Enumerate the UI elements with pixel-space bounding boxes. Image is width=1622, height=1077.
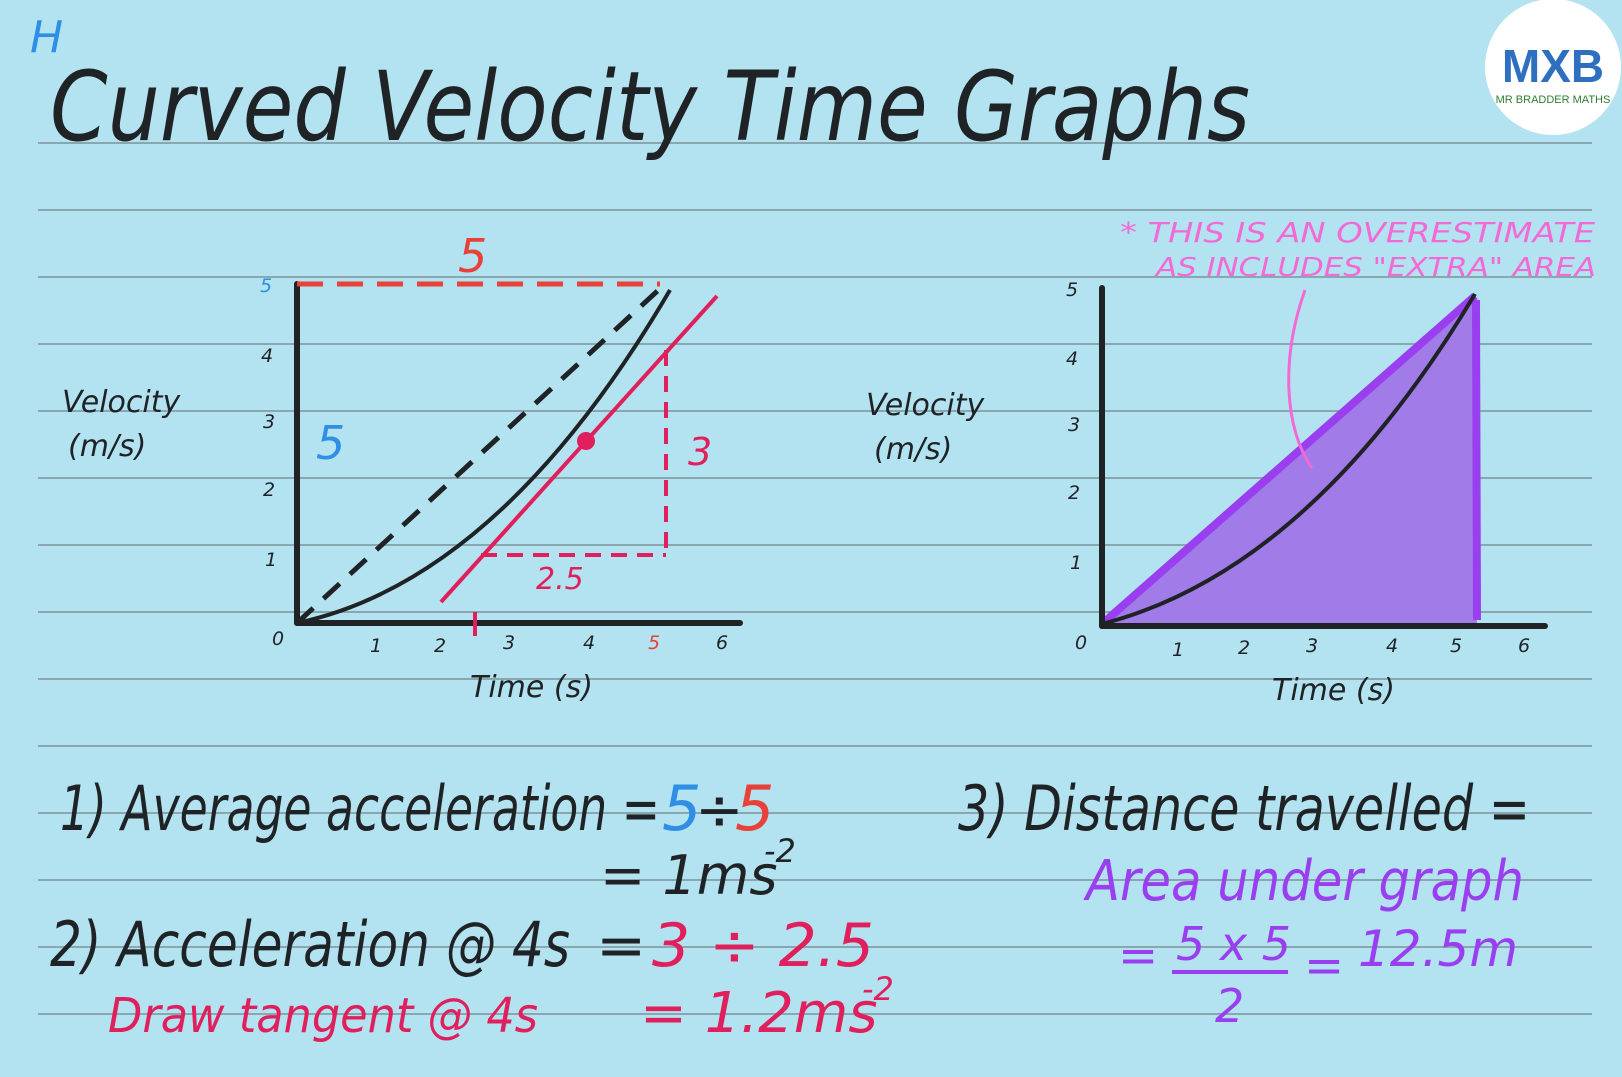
x-tick-1: 1 [1172,639,1184,661]
y-axis-label-line2: (m/s) [68,429,146,464]
x-tick-6: 6 [1518,635,1530,657]
x-axis-label: Time (s) [470,670,593,705]
avg-acceleration-label: 1) Average acceleration = [60,772,660,845]
tangent-point [577,432,595,450]
x-tick-4: 4 [583,632,595,654]
note-arrow [1287,289,1314,469]
x-tick-3: 3 [503,632,515,654]
distance-area-text: Area under graph [1083,849,1524,914]
triangle-side [1472,299,1481,621]
tangent-line [439,294,719,604]
y-tick-4: 4 [1066,348,1078,370]
level-tag: H [30,12,63,63]
avg-denominator: 5 [735,772,774,845]
avg-result-exponent: -2 [764,832,796,870]
avg-divide: ÷ [695,776,744,844]
logo-mark: MXB [1502,40,1604,92]
x-tick-1: 1 [370,635,382,657]
y-tick-5: 5 [260,275,272,297]
y-tick-1: 1 [1070,552,1082,574]
y-axis-label-line1: Velocity [866,388,986,423]
y-tick-2: 2 [1068,482,1080,504]
page-title: Curved Velocity Time Graphs [50,51,1250,163]
distance-fraction-denominator: 2 [1215,979,1244,1033]
x-tick-2: 2 [434,635,446,657]
working: 1) Average acceleration = 5 ÷ 5 = 1ms -2… [50,772,1530,1046]
velocity-curve [296,288,672,625]
acceleration-result: = 1.2ms [640,981,878,1046]
y-tick-2: 2 [263,479,275,501]
triangle-hypotenuse [1099,292,1478,628]
avg-numerator: 5 [662,772,701,845]
graph-right: Velocity (m/s) Time (s) 0 1 2 3 4 5 6 1 … [866,216,1596,708]
y-tick-1: 1 [265,549,277,571]
distance-result: 12.5m [1358,920,1518,978]
avg-result: = 1ms [600,844,778,907]
tangent-run-label: 2.5 [536,562,584,597]
y-tick-3: 3 [263,411,275,433]
acceleration-equals: = [596,911,646,981]
x-tick-0: 0 [1075,632,1087,654]
distance-fraction-numerator: 5 x 5 [1176,917,1291,971]
chord-line [295,282,667,625]
x-tick-5: 5 [648,632,660,654]
overestimate-note-line2: AS INCLUDES "EXTRA" AREA [1154,253,1596,283]
distance-equals-1: = [1118,928,1158,984]
distance-equals-2: = [1304,938,1344,994]
logo-subtitle: MR BRADDER MATHS [1496,94,1611,106]
acceleration-calc: 3 ÷ 2.5 [652,911,874,981]
logo: MXB MR BRADDER MATHS [1485,0,1621,135]
tangent-rise-label: 3 [688,430,712,474]
x-tick-5: 5 [1450,635,1462,657]
rise-label: 5 [316,416,345,470]
x-tick-6: 6 [716,632,728,654]
x-tick-3: 3 [1306,635,1318,657]
overestimate-note-line1: * THIS IS AN OVERESTIMATE [1120,216,1595,249]
distance-label: 3) Distance travelled = [958,772,1530,845]
velocity-curve [1101,292,1477,626]
run-label: 5 [458,229,487,283]
tangent-instruction: Draw tangent @ 4s [108,988,538,1044]
x-tick-2: 2 [1238,637,1250,659]
graph-left: Velocity (m/s) Time (s) 0 1 2 3 4 5 6 1 … [62,229,743,705]
y-axis-label-line1: Velocity [62,385,182,420]
logo-badge [1485,0,1621,135]
y-axis-label-line2: (m/s) [874,432,952,467]
acceleration-at-4s-label: 2) Acceleration @ 4s [50,908,570,981]
x-tick-4: 4 [1386,635,1398,657]
y-tick-3: 3 [1068,414,1080,436]
x-tick-0: 0 [272,628,284,650]
x-axis-label: Time (s) [1272,673,1395,708]
y-tick-5: 5 [1066,279,1078,301]
y-tick-4: 4 [261,345,273,367]
acceleration-result-exponent: -2 [862,970,894,1008]
